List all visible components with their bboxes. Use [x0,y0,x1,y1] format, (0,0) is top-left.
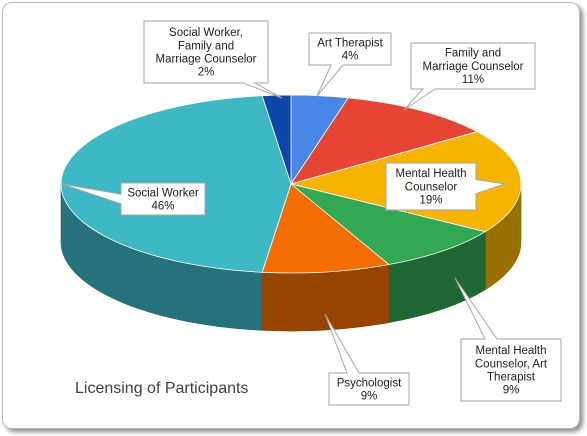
data-label-text: Marriage Counselor [423,61,524,73]
data-label-box [143,20,283,99]
pie-slice-psychologist [261,183,390,274]
data-label-psychologist: Psychologist 9% [324,313,410,406]
data-label-text: Art Therapist [317,37,383,49]
data-label-text: Family and [445,48,501,60]
data-label-percent: 4% [342,51,359,63]
data-label-percent: 46% [151,201,174,213]
data-label-text: Counselor, Art [475,358,548,370]
data-label-text: Marriage Counselor [156,54,257,66]
data-label-box [454,277,562,402]
data-label-box [324,313,410,406]
data-label-percent: 11% [462,74,484,86]
data-label-social-worker: Social Worker 46% [61,182,206,216]
data-label-text: Family and [178,40,234,52]
data-label-text: Therapist [487,372,536,384]
data-label-text: Mental Health [396,168,467,180]
data-label-percent: 9% [361,391,378,403]
data-label-box [61,182,206,216]
pie-slice-mental-health-counselor-art-therapist [290,183,487,265]
data-label-box [403,42,536,111]
data-label-percent: 19% [419,195,442,207]
chart-title: Licensing of Participants [75,380,249,397]
chart-frame: Art Therapist 4% Family and Marriage Counse… [2,2,580,429]
data-label-text: Counselor [405,181,458,193]
data-label-text: Mental Health [476,345,547,357]
data-label-text: Social Worker [127,187,199,199]
data-label-text: Social Worker, [169,27,243,39]
data-label-box [385,162,506,211]
data-label-percent: 9% [503,385,520,397]
data-label-box [308,32,392,97]
data-label-art-therapist: Art Therapist 4% [308,32,392,97]
data-label-social-worker-family-and-marriage-counselor: Social Worker,Family and Marriage Counsel… [143,20,283,99]
data-label-percent: 2% [198,67,215,79]
pie-side-psychologist [261,264,390,332]
pie-side-walls [60,183,522,332]
pie-slice-family-and-marriage-counselor [290,97,479,185]
data-label-text: Psychologist [337,377,402,389]
